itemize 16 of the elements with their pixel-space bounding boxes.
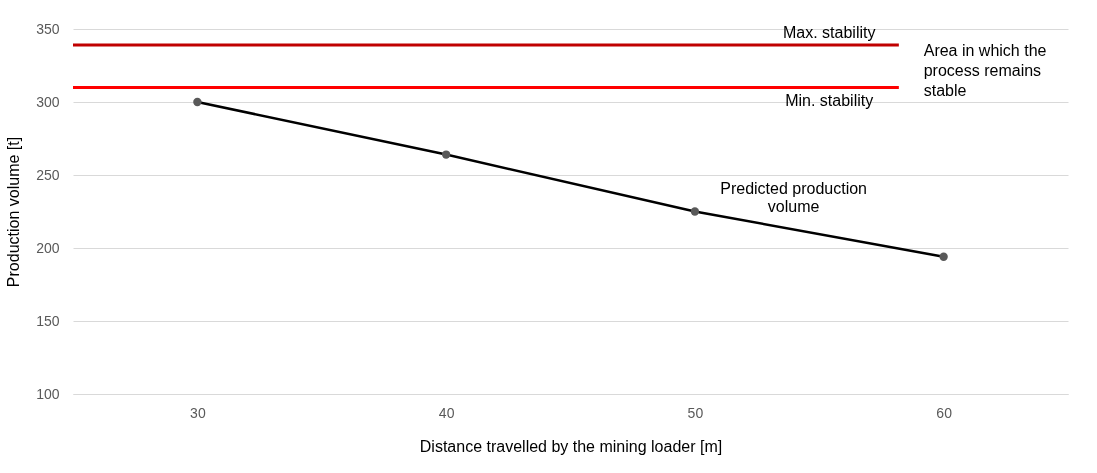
y-tick-label: 150 (36, 312, 60, 329)
y-axis-title: Production volume [t] (5, 136, 23, 288)
y-tick-label: 250 (36, 166, 60, 183)
y-tick-label: 100 (36, 385, 60, 402)
ref-line-label: Max. stability (782, 24, 876, 42)
x-axis-title: Distance travelled by the mining loader [m] (419, 437, 723, 455)
annotation: Area in which the process remains stable (923, 42, 1047, 99)
series-label: Predicted production volume (720, 179, 868, 215)
x-tick-label: 40 (438, 404, 455, 421)
x-tick-label: 60 (936, 404, 953, 421)
ref-line-label: Min. stability (785, 92, 874, 110)
y-tick-label: 200 (36, 239, 60, 256)
y-tick-label: 300 (36, 93, 60, 110)
x-tick-label: 50 (687, 404, 704, 421)
y-tick-label: 350 (36, 20, 60, 37)
x-tick-label: 30 (190, 404, 206, 421)
